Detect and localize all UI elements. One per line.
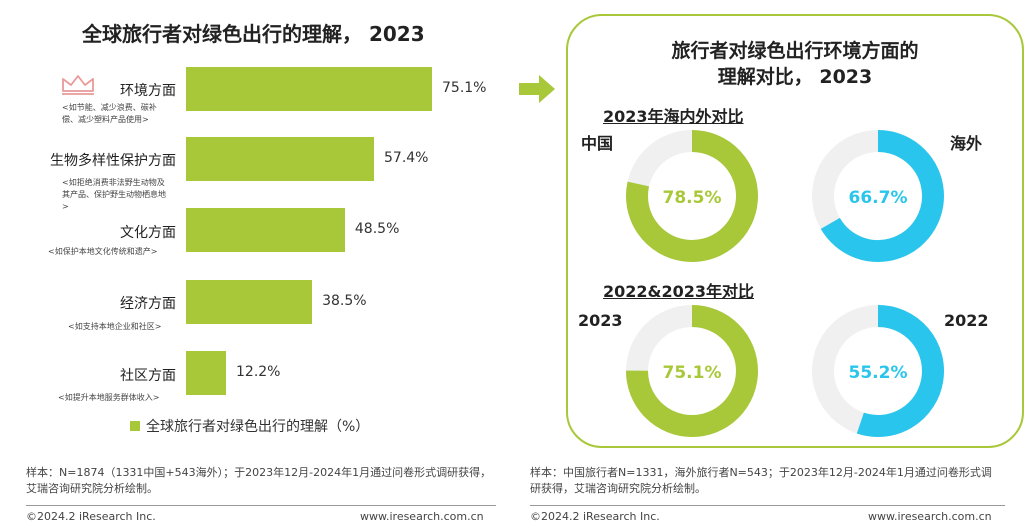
panel-title-line1: 旅行者对绿色出行环境方面的 [671, 40, 919, 62]
category-note: <如提升本地服务群体收入> [58, 393, 160, 402]
left-url: www.iresearch.com.cn [360, 510, 484, 523]
crown-icon [62, 75, 94, 95]
bar-value-label: 12.2% [236, 364, 281, 380]
bar-3 [186, 208, 345, 252]
section1-title: 2023年海内外对比 [603, 107, 744, 126]
category-note: <如节能、减少浪费、碳补偿、减少塑料产品使用> [62, 103, 157, 124]
category-label: 生物多样性保护方面 [50, 153, 176, 169]
left-footnote: 样本：N=1874（1331中国+543海外）；于2023年12月-2024年1… [26, 466, 492, 495]
donut-slice-3 [625, 305, 758, 437]
bar-value-label: 48.5% [354, 221, 400, 237]
bar-value-label: 75.1% [442, 80, 487, 96]
label-2023: 2023 [578, 311, 623, 330]
category-label: 社区方面 [120, 368, 176, 384]
right-url: www.iresearch.com.cn [868, 510, 992, 523]
donut-slice-2 [820, 130, 944, 262]
category-label: 文化方面 [120, 225, 176, 241]
bar-4 [186, 280, 313, 324]
donut-slice-4 [856, 305, 944, 437]
category-note: <如保护本地文化传统和遗产> [48, 247, 158, 256]
donut-value-label: 55.2% [849, 363, 908, 383]
arrow-right-icon [519, 75, 555, 103]
category-note: <如支持本地企业和社区> [68, 322, 162, 331]
donut-value-label: 66.7% [849, 188, 908, 208]
panel-title: 旅行者对绿色出行环境方面的 理解对比， 2023 [566, 38, 1024, 90]
left-chart-title: 全球旅行者对绿色出行的理解， 2023 [82, 22, 425, 46]
category-label: 经济方面 [120, 296, 176, 312]
left-footer-divider [26, 505, 496, 506]
right-footnote: 样本：中国旅行者N=1331，海外旅行者N=543；于2023年12月-2024… [530, 466, 992, 495]
category-label: 环境方面 [120, 83, 176, 99]
legend-swatch [130, 421, 140, 431]
bar-1 [186, 67, 432, 111]
label-china: 中国 [581, 134, 614, 153]
label-overseas: 海外 [950, 134, 983, 153]
section2-title: 2022&2023年对比 [603, 282, 755, 301]
donut-value-label: 78.5% [663, 188, 722, 208]
comparison-panel [566, 14, 1024, 448]
legend-label: 全球旅行者对绿色出行的理解（%） [146, 419, 370, 435]
category-note: <如拒绝消费非法野生动物及其产品、保护野生动物栖息地> [62, 178, 166, 211]
bar-value-label: 38.5% [322, 293, 367, 309]
chart-legend: 全球旅行者对绿色出行的理解（%） [130, 416, 369, 436]
right-copyright: ©2024.2 iResearch Inc. [530, 510, 660, 523]
right-footer-divider [530, 505, 1005, 506]
bar-value-label: 57.4% [384, 150, 429, 166]
bar-5 [186, 351, 226, 395]
panel-title-line2: 理解对比， 2023 [717, 66, 873, 88]
bar-2 [186, 137, 374, 181]
left-copyright: ©2024.2 iResearch Inc. [26, 510, 156, 523]
donut-value-label: 75.1% [663, 363, 722, 383]
label-2022: 2022 [944, 311, 989, 330]
donut-slice-1 [626, 130, 758, 262]
